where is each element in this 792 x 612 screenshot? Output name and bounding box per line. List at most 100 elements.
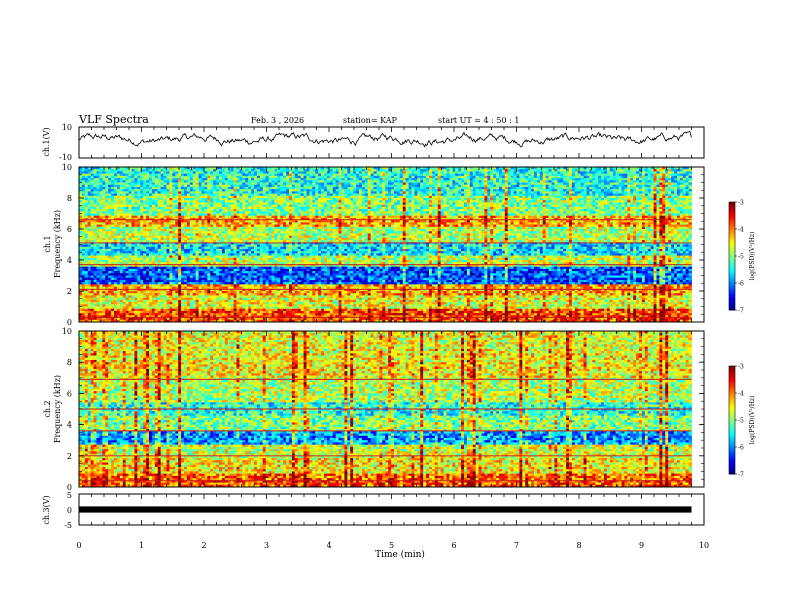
spectrogram-cell — [201, 193, 205, 197]
spectrogram-cell — [90, 226, 94, 230]
spectrogram-cell — [143, 209, 147, 212]
spectrogram-cell — [248, 313, 252, 316]
spectrogram-cell — [154, 184, 159, 188]
spectrogram-cell — [119, 286, 124, 290]
spectrogram-cell — [184, 202, 188, 206]
spectrogram-cell — [274, 260, 278, 263]
spectrogram-cell — [207, 304, 211, 307]
spectrogram-cell — [131, 268, 135, 272]
spectrogram-cell — [79, 198, 83, 201]
spectrogram-cell — [169, 288, 173, 292]
spectrogram-cell — [93, 317, 97, 321]
spectrogram-cell — [221, 277, 226, 281]
spectrogram-cell — [248, 304, 252, 307]
spectrogram-cell — [195, 204, 199, 208]
spectrogram-cell — [262, 189, 267, 192]
spectrogram-cell — [274, 288, 278, 292]
spectrogram-cell — [233, 200, 237, 203]
spectrogram-cell — [166, 286, 170, 290]
spectrogram-cell — [169, 271, 173, 274]
spectrogram-cell — [125, 293, 129, 296]
spectrogram-cell — [219, 297, 223, 301]
spectrogram-cell — [224, 291, 229, 294]
spectrogram-cell — [233, 315, 237, 318]
spectrogram-cell — [204, 204, 208, 208]
spectrogram-cell — [175, 295, 179, 299]
spectrogram-cell — [236, 198, 240, 201]
spectrogram-cell — [122, 242, 127, 245]
spectrogram-cell — [251, 195, 255, 199]
spectrogram-cell — [192, 200, 197, 203]
spectrogram-cell — [262, 317, 267, 321]
spectrogram-cell — [268, 191, 272, 194]
spectrogram-cell — [84, 319, 89, 323]
spectrogram-cell — [242, 257, 246, 261]
spectrogram-cell — [195, 315, 199, 318]
spectrogram-cell — [224, 248, 229, 252]
spectrogram-cell — [224, 313, 229, 316]
spectrogram-cell — [201, 169, 205, 172]
spectrogram-cell — [192, 257, 197, 261]
spectrogram-cell — [224, 275, 229, 279]
spectrogram-cell — [213, 297, 217, 301]
spectrogram-cell — [181, 220, 185, 223]
spectrogram-cell — [102, 248, 106, 252]
spectrogram-cell — [262, 169, 267, 172]
spectrogram-cell — [96, 169, 100, 172]
spectrogram-cell — [198, 297, 202, 301]
spectrogram-cell — [186, 295, 191, 299]
spectrogram-cell — [207, 167, 211, 170]
spectrogram-cell — [195, 295, 199, 299]
spectrogram-cell — [154, 282, 159, 285]
spectrogram-cell — [221, 257, 226, 261]
spectrogram-cell — [169, 191, 173, 194]
spectrogram-cell — [172, 209, 176, 212]
spectrogram-cell — [140, 257, 144, 261]
spectrogram-cell — [175, 171, 179, 175]
spectrogram-cell — [280, 178, 284, 181]
spectrogram-cell — [108, 315, 112, 318]
spectrogram-cell — [213, 271, 217, 274]
spectrogram-cell — [274, 191, 278, 194]
spectrogram-cell — [274, 246, 278, 250]
spectrogram-cell — [178, 264, 182, 268]
spectrogram-cell — [271, 304, 275, 307]
spectrogram-cell — [151, 211, 156, 214]
spectrogram-cell — [268, 262, 272, 265]
spectrogram-cell — [96, 175, 100, 179]
spectrogram-cell — [154, 193, 159, 197]
spectrogram-cell — [230, 171, 234, 175]
spectrogram-cell — [154, 246, 159, 250]
spectrogram-cell — [265, 175, 269, 179]
spectrogram-cell — [207, 222, 211, 225]
spectrogram-cell — [207, 195, 211, 199]
spectrogram-cell — [230, 288, 234, 292]
spectrogram-cell — [108, 288, 112, 292]
spectrogram-cell — [224, 302, 229, 305]
spectrogram-cell — [105, 233, 109, 237]
spectrogram-cell — [181, 279, 185, 283]
spectrogram-cell — [216, 233, 220, 237]
spectrogram-cell — [157, 284, 162, 287]
spectrogram-cell — [227, 220, 232, 223]
spectrogram-cell — [134, 315, 138, 318]
spectrogram-cell — [108, 167, 112, 170]
spectrogram-cell — [277, 215, 281, 219]
spectrogram-cell — [189, 220, 194, 223]
spectrogram-cell — [99, 262, 103, 265]
spectrogram-cell — [201, 315, 205, 318]
spectrogram-cell — [219, 169, 223, 172]
spectrogram-cell — [151, 204, 156, 208]
spectrogram-cell — [90, 295, 94, 299]
spectrogram-cell — [166, 264, 170, 268]
spectrogram-cell — [221, 271, 226, 274]
spectrogram-cell — [262, 288, 267, 292]
spectrogram-cell — [195, 191, 199, 194]
spectrogram-cell — [224, 235, 229, 239]
spectrogram-cell — [137, 231, 141, 234]
spectrogram-cell — [245, 310, 249, 314]
spectrogram-cell — [219, 284, 223, 287]
spectrogram-cell — [114, 189, 118, 192]
spectrogram-cell — [149, 255, 153, 259]
spectrogram-cell — [178, 191, 182, 194]
